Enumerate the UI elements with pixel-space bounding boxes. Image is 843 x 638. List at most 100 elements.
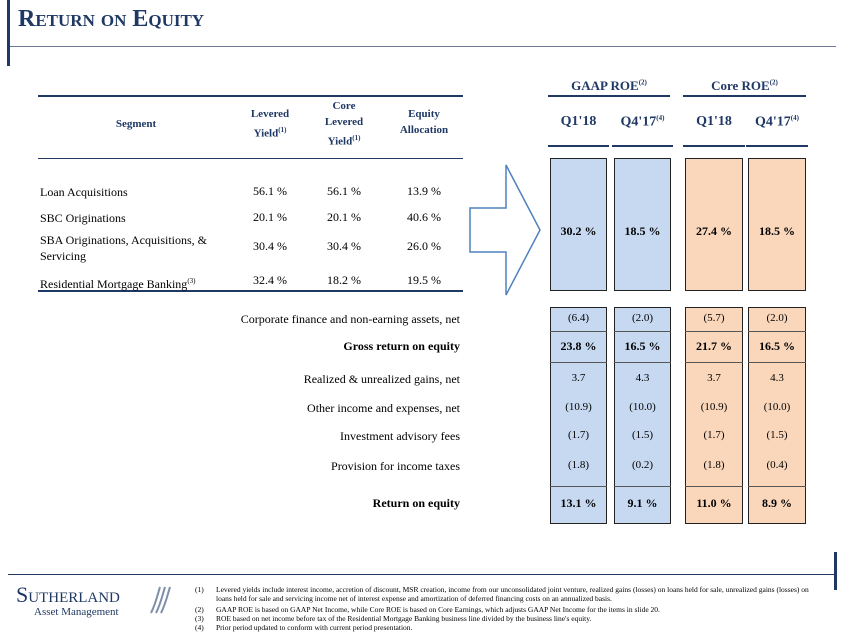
- logo-tagline: Asset Management: [34, 606, 119, 618]
- footnote-text: Levered yields include interest income, …: [216, 585, 809, 603]
- segment-name-text: SBC Originations: [40, 211, 126, 225]
- table-rule: [38, 290, 463, 292]
- roe-cell: (10.9): [565, 401, 592, 413]
- cell-divider: [614, 331, 671, 332]
- roe-cell: (1.8): [703, 459, 725, 471]
- segment-roe: 18.5 %: [624, 224, 661, 238]
- segment-cell: 19.5 %: [407, 273, 441, 287]
- segment-name-text: Residential Mortgage Banking: [40, 277, 188, 291]
- segment-cell: 32.4 %: [253, 273, 287, 287]
- segment-cell: 13.9 %: [407, 184, 441, 198]
- roe-box: [748, 307, 806, 524]
- group-rule: [548, 95, 670, 97]
- roe-box: [550, 307, 607, 524]
- accent-bar: [7, 0, 10, 66]
- column-header-text: Q4'17: [620, 114, 657, 130]
- roe-cell: (10.0): [629, 401, 656, 413]
- segment-cell: 30.4 %: [253, 239, 287, 253]
- roe-cell: (1.5): [766, 429, 788, 441]
- footnote-text: GAAP ROE is based on GAAP Net Income, wh…: [216, 605, 660, 614]
- cell-divider: [685, 486, 743, 487]
- roe-cell: (0.4): [766, 459, 788, 471]
- segment-name-text: SBA Originations, Acquisitions, & Servic…: [40, 233, 208, 263]
- group-rule: [683, 95, 806, 97]
- segment-cell: 40.6 %: [407, 210, 441, 224]
- cell-divider: [685, 362, 743, 363]
- footnote-ref: (2): [769, 78, 778, 87]
- segment-roe: 30.2 %: [560, 224, 597, 238]
- segment-name-text: Loan Acquisitions: [40, 185, 128, 199]
- roe-cell: 13.1 %: [560, 496, 597, 510]
- cell-divider: [550, 331, 607, 332]
- column-rule: [548, 145, 609, 147]
- roe-cell: (1.8): [567, 459, 590, 471]
- column-rule: [612, 145, 673, 147]
- row-label: Other income and expenses, net: [307, 401, 460, 415]
- roe-cell: 11.0 %: [696, 496, 732, 510]
- roe-cell: (2.0): [631, 312, 654, 324]
- accent-bar: [834, 552, 837, 590]
- group-header: Core ROE(2): [683, 78, 806, 94]
- roe-cell: 3.7: [707, 372, 721, 384]
- logo-name: Sutherland: [16, 582, 120, 607]
- footnote-ref: (1): [352, 134, 361, 142]
- title: Return on Equity: [18, 6, 205, 32]
- cell-divider: [685, 331, 743, 332]
- segment-cell: 56.1 %: [253, 184, 287, 198]
- table-header: Segment: [86, 116, 186, 132]
- roe-cell: 16.5 %: [624, 339, 661, 353]
- table-rule: [38, 95, 463, 97]
- footnote-ref: (3): [187, 277, 196, 285]
- column-header: Q1'18: [681, 114, 747, 130]
- roe-cell: (2.0): [766, 312, 788, 324]
- table-header-text: Equity Allocation: [399, 108, 449, 136]
- segment-name: Loan Acquisitions: [40, 184, 215, 200]
- title-rule: [10, 46, 836, 47]
- group-header-text: GAAP ROE: [571, 78, 639, 93]
- row-label: Corporate finance and non-earning assets…: [240, 312, 460, 326]
- footnote-ref: (2): [638, 78, 647, 87]
- roe-cell: (1.7): [703, 429, 725, 441]
- roe-cell: 23.8 %: [560, 339, 597, 353]
- segment-cell: 20.1 %: [253, 210, 287, 224]
- column-rule: [683, 145, 745, 147]
- segment-roe: 27.4 %: [696, 224, 732, 238]
- roe-cell: 21.7 %: [696, 339, 732, 353]
- cell-divider: [550, 362, 607, 363]
- column-rule: [746, 145, 808, 147]
- logo-mark: [150, 586, 171, 614]
- roe-box: [550, 158, 607, 291]
- group-header: GAAP ROE(2): [548, 78, 670, 94]
- row-label: Provision for income taxes: [331, 459, 460, 473]
- roe-cell: 9.1 %: [627, 496, 658, 510]
- cell-divider: [614, 362, 671, 363]
- segment-cell: 26.0 %: [407, 239, 441, 253]
- roe-cell: (1.7): [567, 429, 590, 441]
- column-header: Q4'17(4): [744, 114, 810, 131]
- row-label: Gross return on equity: [343, 339, 460, 353]
- footnote-marker: (1): [195, 585, 204, 594]
- footnote-marker: (4): [195, 623, 204, 632]
- roe-cell: (5.7): [703, 312, 725, 324]
- cell-divider: [614, 486, 671, 487]
- group-header-text: Core ROE: [711, 78, 770, 93]
- column-header: Q4'17(4): [610, 114, 675, 131]
- table-header: Core Levered Yield(1): [314, 98, 374, 150]
- roe-box: [685, 158, 743, 291]
- segment-name: SBC Originations: [40, 210, 215, 226]
- roe-cell: 16.5 %: [759, 339, 795, 353]
- footnote-text: Prior period updated to conform with cur…: [216, 623, 413, 632]
- roe-cell: (10.9): [700, 401, 728, 413]
- segment-roe: 18.5 %: [759, 224, 795, 238]
- column-header: Q1'18: [546, 114, 611, 130]
- footnote-ref: (4): [656, 114, 665, 122]
- footnote-ref: (4): [790, 114, 799, 122]
- cell-divider: [748, 362, 806, 363]
- roe-cell: 8.9 %: [762, 496, 792, 510]
- roe-box: [685, 307, 743, 524]
- segment-name: Residential Mortgage Banking(3): [40, 273, 215, 292]
- row-label: Realized & unrealized gains, net: [303, 372, 460, 386]
- row-label: Return on equity: [372, 496, 460, 510]
- column-header-text: Q4'17: [755, 114, 791, 130]
